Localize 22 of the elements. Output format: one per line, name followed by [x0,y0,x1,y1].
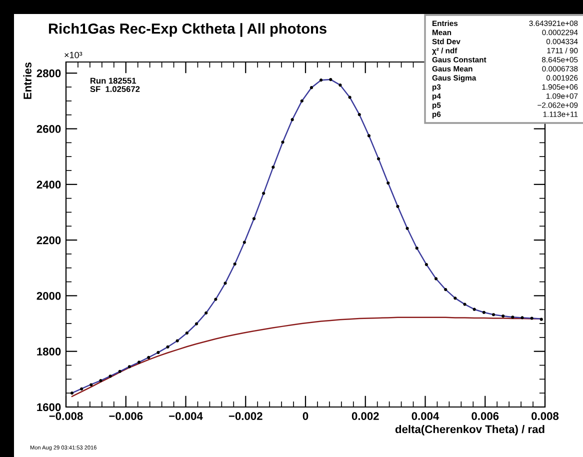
y-tick-label: 2400 [36,180,61,189]
x-tick-label: 0.006 [472,412,499,420]
chart-title: Rich1Gas Rec-Exp Cktheta | All photons [48,23,326,37]
x-tick-label: −0.008 [49,412,83,420]
y-tick-label: 2200 [36,236,61,244]
x-tick-label: 0.008 [532,412,559,420]
x-tick-label: −0.006 [109,412,143,420]
x-tick-label: −0.004 [169,412,203,420]
y-tick-label: 2000 [36,292,61,300]
x-tick-label: 0.004 [412,412,440,420]
x-tick-label: 0.002 [352,412,379,420]
x-axis-title: delta(Cherenkov Theta) / rad [395,424,544,436]
y-tick-label: 1800 [37,348,61,356]
y-tick-label: 2800 [36,69,61,78]
x-tick-label: 0 [302,412,308,420]
y-tick-label: 2600 [36,125,61,133]
y-axis-title: Entries [23,62,32,99]
annotation: SF 1.025672 [90,86,140,92]
x-tick-label: −0.002 [228,412,262,420]
text: ×10³ [64,52,82,58]
annotation: Run 182551 [90,78,136,84]
y-tick-label: 1600 [37,403,61,412]
